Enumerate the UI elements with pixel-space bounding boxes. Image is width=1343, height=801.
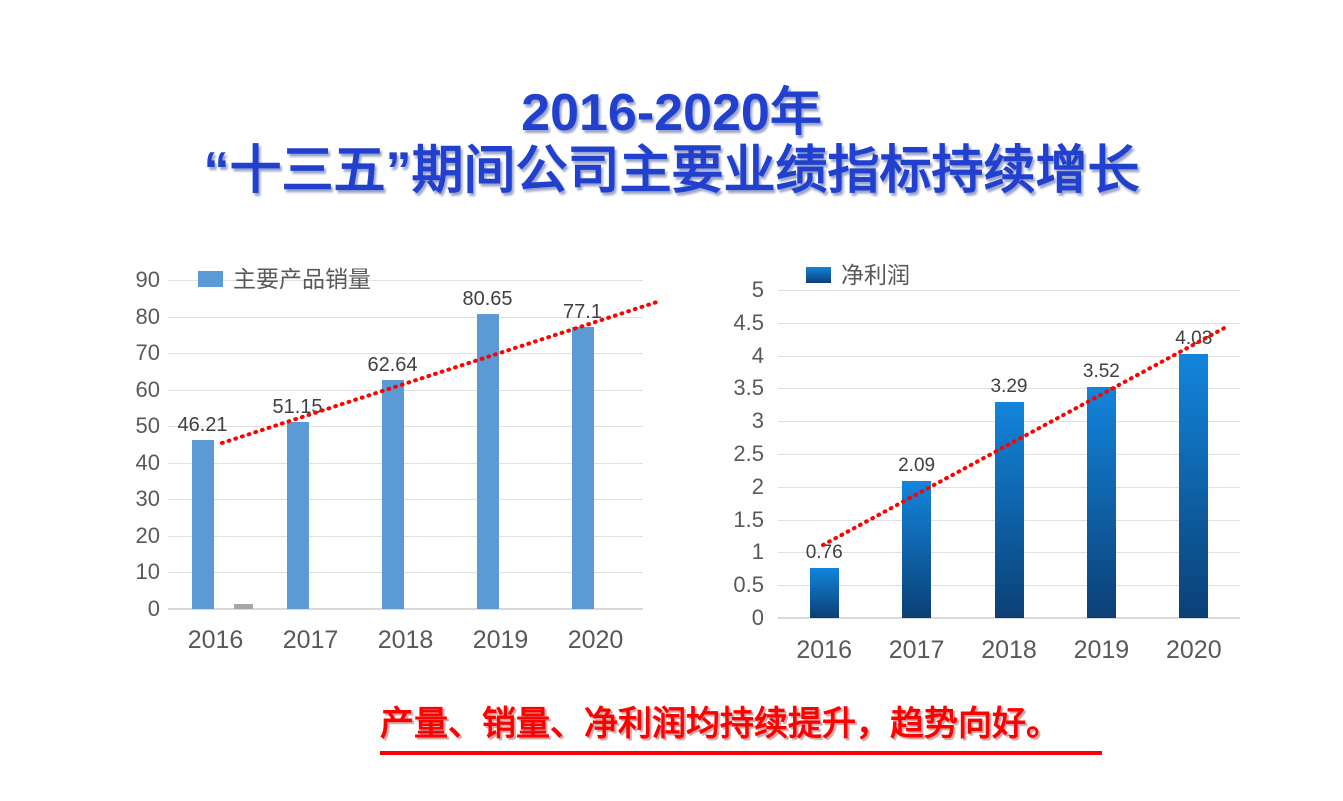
- net-profit-x-axis-label: 2019: [1073, 636, 1130, 664]
- sales-x-axis-label: 2020: [567, 626, 624, 654]
- sales-y-tick-label: 80: [135, 303, 160, 329]
- sales-bar: [191, 440, 214, 609]
- net-profit-gridline: [778, 322, 1240, 324]
- net-profit-bar: [902, 480, 932, 618]
- net-profit-y-tick-label: 2: [751, 473, 764, 499]
- net-profit-x-axis-label: 2016: [796, 636, 852, 664]
- sales-bar: [381, 380, 404, 609]
- sales-gridline: [168, 499, 643, 501]
- net-profit-bar: [1086, 387, 1116, 618]
- net-profit-x-axis-label: 2018: [981, 636, 1037, 664]
- net-profit-bar: [1179, 353, 1209, 618]
- sales-y-tick-label: 40: [135, 449, 160, 475]
- sales-bar: [286, 422, 309, 609]
- net-profit-y-tick-label: 1: [751, 539, 764, 565]
- net-profit-x-axis-label: 2020: [1165, 636, 1222, 664]
- net-profit-value-label: 0.76: [805, 542, 843, 564]
- net-profit-y-tick-label: 1.5: [733, 506, 764, 532]
- sales-x-axis-label: 2017: [282, 626, 339, 654]
- sales-y-tick-label: 10: [135, 559, 160, 585]
- sales-secondary-bar: [234, 604, 253, 609]
- title-line-1: 2016-2020年: [521, 84, 822, 142]
- sales-value-label: 80.65: [462, 288, 513, 311]
- net-profit-bar: [994, 402, 1024, 618]
- sales-y-tick-label: 20: [135, 522, 160, 548]
- net-profit-x-axis-line: [778, 617, 1240, 619]
- sales-gridline: [168, 535, 643, 537]
- net-profit-value-label: 4.03: [1175, 327, 1213, 349]
- sales-x-axis-label: 2016: [187, 626, 244, 654]
- page-title: 2016-2020年 “十三五”期间公司主要业绩指标持续增长: [0, 84, 1343, 200]
- net-profit-y-tick-label: 3.5: [733, 375, 764, 401]
- sales-y-tick-label: 30: [135, 486, 160, 512]
- sales-bar: [476, 314, 499, 609]
- net-profit-y-tick-label: 4: [751, 342, 764, 368]
- net-profit-trendline-path: [821, 324, 1230, 547]
- net-profit-y-tick-label: 5: [751, 277, 764, 302]
- net-profit-value-label: 3.52: [1082, 361, 1120, 383]
- sales-y-tick-label: 50: [135, 413, 160, 439]
- sales-bar: [571, 327, 594, 609]
- net-profit-bar: [809, 568, 839, 618]
- sales-y-tick-label: 60: [135, 376, 160, 402]
- net-profit-y-tick-label: 4.5: [733, 309, 764, 335]
- net-profit-value-label: 2.09: [898, 454, 936, 476]
- sales-gridline: [168, 462, 643, 464]
- sales-x-axis-label: 2018: [377, 626, 434, 654]
- net-profit-y-tick-label: 2.5: [733, 441, 764, 466]
- sales-value-label: 77.1: [563, 301, 602, 324]
- net-profit-y-tick-label: 0.5: [733, 572, 764, 598]
- sales-value-label: 46.21: [177, 414, 228, 437]
- sales-legend-swatch: [198, 271, 223, 287]
- net-profit-y-tick-label: 3: [751, 408, 764, 434]
- sales-x-axis-line: [168, 608, 643, 610]
- sales-x-axis-label: 2019: [472, 626, 529, 654]
- net-profit-x-axis-label: 2017: [888, 636, 945, 664]
- sales-legend-label: 主要产品销量: [233, 266, 371, 292]
- net-profit-legend-label: 净利润: [841, 262, 910, 288]
- sales-y-tick-label: 0: [147, 596, 160, 621]
- sales-y-tick-label: 70: [135, 340, 160, 366]
- sales-value-label: 62.64: [367, 354, 418, 377]
- conclusion-text: 产量、销量、净利润均持续提升，趋势向好。: [380, 696, 1102, 755]
- sales-y-tick-label: 90: [135, 267, 160, 292]
- sales-gridline: [168, 280, 643, 281]
- sales-gridline: [168, 572, 643, 574]
- sales-value-label: 51.15: [272, 396, 323, 419]
- net-profit-legend-swatch: [806, 267, 831, 283]
- net-profit-gridline: [778, 355, 1240, 357]
- net-profit-gridline: [778, 290, 1240, 291]
- title-line-2: “十三五”期间公司主要业绩指标持续增长: [203, 142, 1140, 201]
- net-profit-y-tick-label: 0: [751, 605, 764, 630]
